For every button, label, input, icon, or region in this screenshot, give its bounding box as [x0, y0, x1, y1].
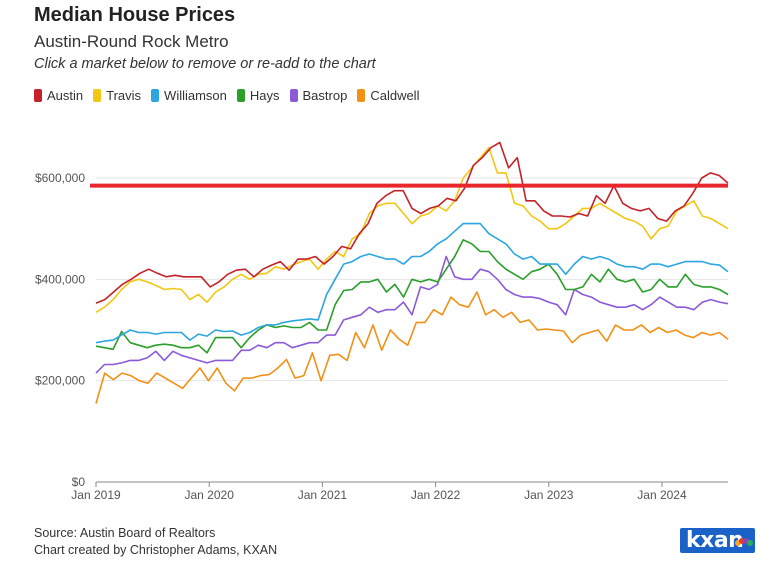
- y-tick-label: $0: [72, 475, 86, 489]
- legend-label-williamson: Williamson: [164, 88, 227, 103]
- legend-swatch-caldwell: [357, 89, 366, 102]
- x-tick-label: Jan 2020: [184, 488, 234, 502]
- legend-swatch-travis: [93, 89, 102, 102]
- legend-swatch-austin: [34, 89, 42, 102]
- series-line-caldwell: [95, 291, 729, 404]
- chart-subtitle: Austin-Round Rock Metro: [34, 32, 229, 51]
- legend-item-caldwell[interactable]: Caldwell: [357, 88, 419, 103]
- series-line-austin: [95, 141, 729, 304]
- legend-swatch-hays: [236, 89, 245, 102]
- legend-label-travis: Travis: [106, 88, 142, 103]
- y-tick-label: $200,000: [35, 374, 85, 388]
- legend-label-caldwell: Caldwell: [370, 88, 420, 103]
- legend-label-hays: Hays: [249, 88, 280, 103]
- chart-title: Median House Prices: [34, 4, 236, 26]
- x-tick-label: Jan 2019: [71, 488, 121, 502]
- series-line-travis: [95, 146, 729, 313]
- legend-swatch-williamson: [151, 89, 160, 102]
- source-text: Source: Austin Board of Realtors: [34, 526, 216, 540]
- legend-item-hays[interactable]: Hays: [236, 88, 280, 103]
- x-tick-label: Jan 2023: [524, 488, 574, 502]
- x-tick-label: Jan 2022: [411, 488, 461, 502]
- legend-item-austin[interactable]: Austin: [34, 88, 83, 103]
- legend-item-williamson[interactable]: Williamson: [151, 88, 227, 103]
- chart-instruction: Click a market below to remove or re-add…: [34, 56, 376, 72]
- series-line-williamson: [95, 222, 729, 344]
- chart-source: Source: Austin Board of Realtors Chart c…: [34, 525, 277, 559]
- x-tick-label: Jan 2021: [298, 488, 348, 502]
- y-tick-label: $600,000: [35, 171, 85, 185]
- kxan-logo: kxan: [680, 528, 755, 553]
- y-tick-label: $400,000: [35, 272, 85, 286]
- series-line-hays: [95, 239, 729, 354]
- legend-label-austin: Austin: [47, 88, 84, 103]
- kxan-logo-text: kxan: [686, 528, 744, 553]
- legend: Austin Travis Williamson Hays Bastrop Ca…: [34, 88, 419, 103]
- peacock-icon: [735, 538, 753, 546]
- x-tick-label: Jan 2024: [637, 488, 687, 502]
- series-line-bastrop: [95, 255, 729, 374]
- legend-item-travis[interactable]: Travis: [93, 88, 141, 103]
- legend-swatch-bastrop: [289, 89, 298, 102]
- legend-label-bastrop: Bastrop: [302, 88, 348, 103]
- credit-text: Chart created by Christopher Adams, KXAN: [34, 543, 278, 557]
- legend-item-bastrop[interactable]: Bastrop: [289, 88, 348, 103]
